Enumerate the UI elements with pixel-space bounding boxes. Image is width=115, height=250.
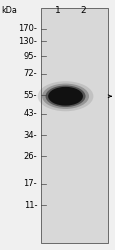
Ellipse shape — [48, 87, 82, 106]
Text: kDa: kDa — [1, 6, 17, 15]
Text: 17-: 17- — [23, 179, 37, 188]
Text: 43-: 43- — [23, 109, 37, 118]
Text: 34-: 34- — [23, 130, 37, 140]
Text: 95-: 95- — [23, 52, 37, 61]
Text: 130-: 130- — [18, 37, 37, 46]
Text: 1: 1 — [55, 6, 60, 15]
Text: 11-: 11- — [23, 200, 37, 209]
Ellipse shape — [37, 81, 93, 111]
Bar — [40, 8, 107, 242]
Text: 55-: 55- — [23, 90, 37, 100]
Text: 72-: 72- — [23, 69, 37, 78]
Text: 170-: 170- — [18, 24, 37, 33]
Text: 26-: 26- — [23, 152, 37, 161]
Ellipse shape — [45, 86, 85, 107]
Ellipse shape — [42, 84, 88, 109]
Text: 2: 2 — [80, 6, 86, 15]
